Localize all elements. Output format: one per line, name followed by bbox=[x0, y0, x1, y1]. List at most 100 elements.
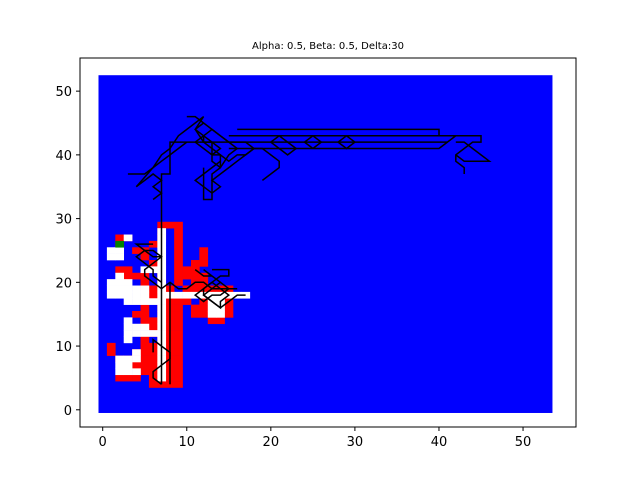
free-cell bbox=[115, 291, 125, 299]
free-cell bbox=[132, 291, 141, 299]
obstacle-cell bbox=[148, 323, 158, 331]
obstacle-cell bbox=[115, 234, 125, 242]
obstacle-cell bbox=[174, 355, 183, 363]
free-cell bbox=[132, 298, 141, 305]
obstacle-cell bbox=[190, 260, 200, 267]
obstacle-cell bbox=[199, 304, 209, 312]
path-segment bbox=[303, 134, 323, 150]
path-segment bbox=[134, 243, 162, 258]
obstacle-cell bbox=[174, 279, 183, 286]
y-tick-label: 0 bbox=[64, 404, 72, 419]
free-cell bbox=[132, 285, 141, 293]
obstacle-cell bbox=[224, 304, 234, 312]
obstacle-cell bbox=[174, 368, 183, 376]
y-tick-label: 10 bbox=[55, 340, 72, 355]
plot-area bbox=[98, 75, 553, 413]
y-tick-label: 40 bbox=[55, 149, 72, 164]
obstacle-cell bbox=[140, 336, 150, 344]
obstacle-cell bbox=[174, 304, 183, 312]
free-cell bbox=[140, 323, 150, 331]
free-cell bbox=[216, 311, 225, 318]
obstacle-cell bbox=[106, 342, 116, 350]
obstacle-cell bbox=[148, 291, 158, 299]
obstacle-cell bbox=[174, 330, 183, 337]
free-cell bbox=[174, 291, 183, 299]
path-segment bbox=[186, 115, 256, 195]
obstacle-cell bbox=[165, 221, 175, 229]
obstacle-cell bbox=[140, 317, 150, 325]
obstacle-cell bbox=[174, 349, 183, 356]
path-segment bbox=[237, 128, 440, 136]
obstacle-cell bbox=[190, 272, 200, 280]
y-tick-label: 30 bbox=[55, 213, 72, 228]
free-cell bbox=[123, 368, 133, 376]
obstacle-cell bbox=[140, 279, 150, 286]
obstacle-cell bbox=[148, 349, 158, 356]
plot-content bbox=[98, 75, 553, 413]
free-cell bbox=[123, 330, 133, 337]
obstacle-cell bbox=[140, 368, 150, 376]
free-cell bbox=[123, 279, 133, 286]
obstacle-cell bbox=[157, 381, 167, 388]
obstacle-cell bbox=[174, 228, 183, 235]
free-cell bbox=[115, 279, 125, 286]
obstacle-cell bbox=[123, 272, 133, 280]
obstacle-cell bbox=[148, 361, 158, 369]
free-cell bbox=[115, 285, 125, 293]
obstacle-cell bbox=[182, 266, 192, 274]
free-cell bbox=[123, 291, 133, 299]
obstacle-cell bbox=[216, 317, 225, 325]
free-cell bbox=[123, 285, 133, 293]
x-tick-label: 40 bbox=[431, 435, 448, 450]
obstacle-cell bbox=[199, 247, 209, 254]
path-segment bbox=[228, 141, 448, 150]
free-cell bbox=[106, 279, 116, 286]
y-tick-label: 20 bbox=[55, 276, 72, 291]
free-cell bbox=[115, 355, 125, 363]
obstacle-cell bbox=[140, 304, 150, 312]
free-cell bbox=[132, 355, 141, 363]
obstacle-cell bbox=[148, 285, 158, 293]
obstacle-cell bbox=[115, 266, 125, 274]
free-cell bbox=[123, 298, 133, 305]
obstacle-cell bbox=[132, 247, 141, 254]
obstacle-cell bbox=[199, 311, 209, 318]
free-cell bbox=[115, 361, 125, 369]
obstacle-cell bbox=[140, 253, 150, 261]
free-cell bbox=[140, 330, 150, 337]
path-segment bbox=[193, 269, 231, 310]
obstacle-cell bbox=[140, 355, 150, 363]
obstacle-cell bbox=[207, 317, 217, 325]
free-cell bbox=[115, 368, 125, 376]
axes: 0 10 20 30 40 50 0 10 20 30 40 50 bbox=[55, 57, 577, 450]
obstacle-cell bbox=[132, 361, 141, 369]
obstacle-cell bbox=[132, 272, 141, 280]
path-segment bbox=[127, 141, 188, 175]
obstacle-cell bbox=[190, 285, 200, 293]
obstacle-cell bbox=[148, 381, 158, 388]
free-cell bbox=[123, 355, 133, 363]
obstacle-cell bbox=[148, 240, 158, 248]
free-cell bbox=[132, 349, 141, 356]
obstacle-cell bbox=[199, 260, 209, 267]
obstacle-cell bbox=[224, 311, 234, 318]
obstacle-cell bbox=[174, 253, 183, 261]
free-cell bbox=[207, 304, 217, 312]
obstacle-cell bbox=[174, 272, 183, 280]
obstacle-cell bbox=[174, 342, 183, 350]
obstacle-cell bbox=[174, 260, 183, 267]
main-path bbox=[160, 135, 482, 385]
obstacle-cell bbox=[174, 336, 183, 344]
free-cell bbox=[148, 330, 158, 337]
obstacle-cell bbox=[140, 311, 150, 318]
free-cell bbox=[207, 311, 217, 318]
obstacle-cell bbox=[132, 311, 141, 318]
chart-title: Alpha: 0.5, Beta: 0.5, Delta:30 bbox=[252, 41, 404, 52]
obstacle-cell bbox=[182, 298, 192, 305]
free-cell bbox=[106, 285, 116, 293]
x-tick-label: 10 bbox=[178, 435, 195, 450]
free-cell bbox=[115, 247, 125, 254]
obstacle-cell bbox=[174, 234, 183, 242]
free-cell bbox=[182, 291, 192, 299]
